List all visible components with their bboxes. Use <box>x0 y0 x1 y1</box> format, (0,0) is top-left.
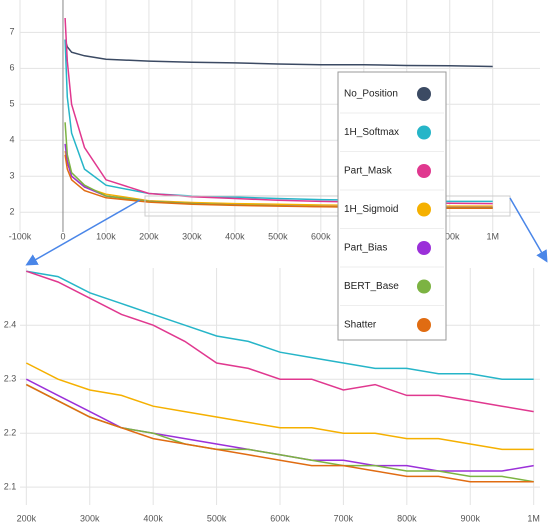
legend-swatch <box>417 318 431 332</box>
x-tick-label: 1M <box>486 231 499 241</box>
zoom-arrow <box>25 199 141 266</box>
legend-swatch <box>417 241 431 255</box>
x-tick-label: -100k <box>9 231 32 241</box>
y-tick-label: 2.4 <box>4 320 17 330</box>
x-tick-label: 200k <box>139 231 159 241</box>
legend-label: 1H_Softmax <box>344 127 399 138</box>
x-tick-label: 500k <box>207 513 227 523</box>
series-line <box>25 383 534 483</box>
x-tick-label: 0 <box>60 231 65 241</box>
y-tick-label: 2.1 <box>4 482 17 492</box>
legend: No_Position 1H_Softmax Part_Mask 1H_Sigmoid… <box>337 71 447 341</box>
legend-label: 1H_Sigmoid <box>344 204 398 215</box>
x-tick-label: 800k <box>397 513 417 523</box>
legend-swatch <box>417 125 431 140</box>
y-tick-label: 2.3 <box>4 374 17 384</box>
main-panel: 234567-100k0100k200k300k400k500k600k700k… <box>9 0 540 241</box>
zoom-arrow <box>509 197 548 263</box>
series-line <box>64 39 493 68</box>
x-tick-label: 400k <box>143 513 163 523</box>
legend-label: Shatter <box>344 320 377 331</box>
y-tick-label: 3 <box>9 171 14 181</box>
y-tick-label: 4 <box>9 135 14 145</box>
legend-label: No_Position <box>344 89 398 100</box>
x-tick-label: 900k <box>440 231 460 241</box>
x-tick-label: 100k <box>96 231 116 241</box>
x-tick-label: 300k <box>80 513 100 523</box>
zoom-panel: 2.1 2.2 2.3 2.4 200k 300k 400k 500k 600k 700k 800k… <box>4 268 540 523</box>
x-tick-label: 400k <box>225 231 245 241</box>
legend-label: BERT_Base <box>344 281 399 292</box>
x-tick-label: 300k <box>182 231 202 241</box>
x-tick-label: 500k <box>268 231 288 241</box>
series-line <box>26 270 534 413</box>
y-tick-label: 2.2 <box>4 428 17 438</box>
legend-label: Part_Bias <box>344 243 387 254</box>
y-tick-label: 7 <box>9 27 14 37</box>
zoom-box <box>144 195 511 217</box>
x-tick-label: 700k <box>334 513 354 523</box>
y-tick-label: 6 <box>9 63 14 73</box>
x-tick-label: 200k <box>17 513 37 523</box>
legend-swatch <box>417 87 431 101</box>
series-line <box>26 270 534 380</box>
y-tick-label: 2 <box>9 207 14 217</box>
x-tick-label: 600k <box>311 231 331 241</box>
x-tick-label: 900k <box>460 513 480 523</box>
series-line <box>25 362 534 451</box>
legend-swatch <box>417 164 431 178</box>
legend-box <box>337 71 447 341</box>
legend-label: Part_Mask <box>344 166 393 177</box>
y-tick-label: 5 <box>9 99 14 109</box>
legend-swatch <box>417 279 431 294</box>
x-tick-label: 1M <box>527 513 540 523</box>
x-tick-label: 600k <box>270 513 290 523</box>
legend-swatch <box>417 202 431 217</box>
